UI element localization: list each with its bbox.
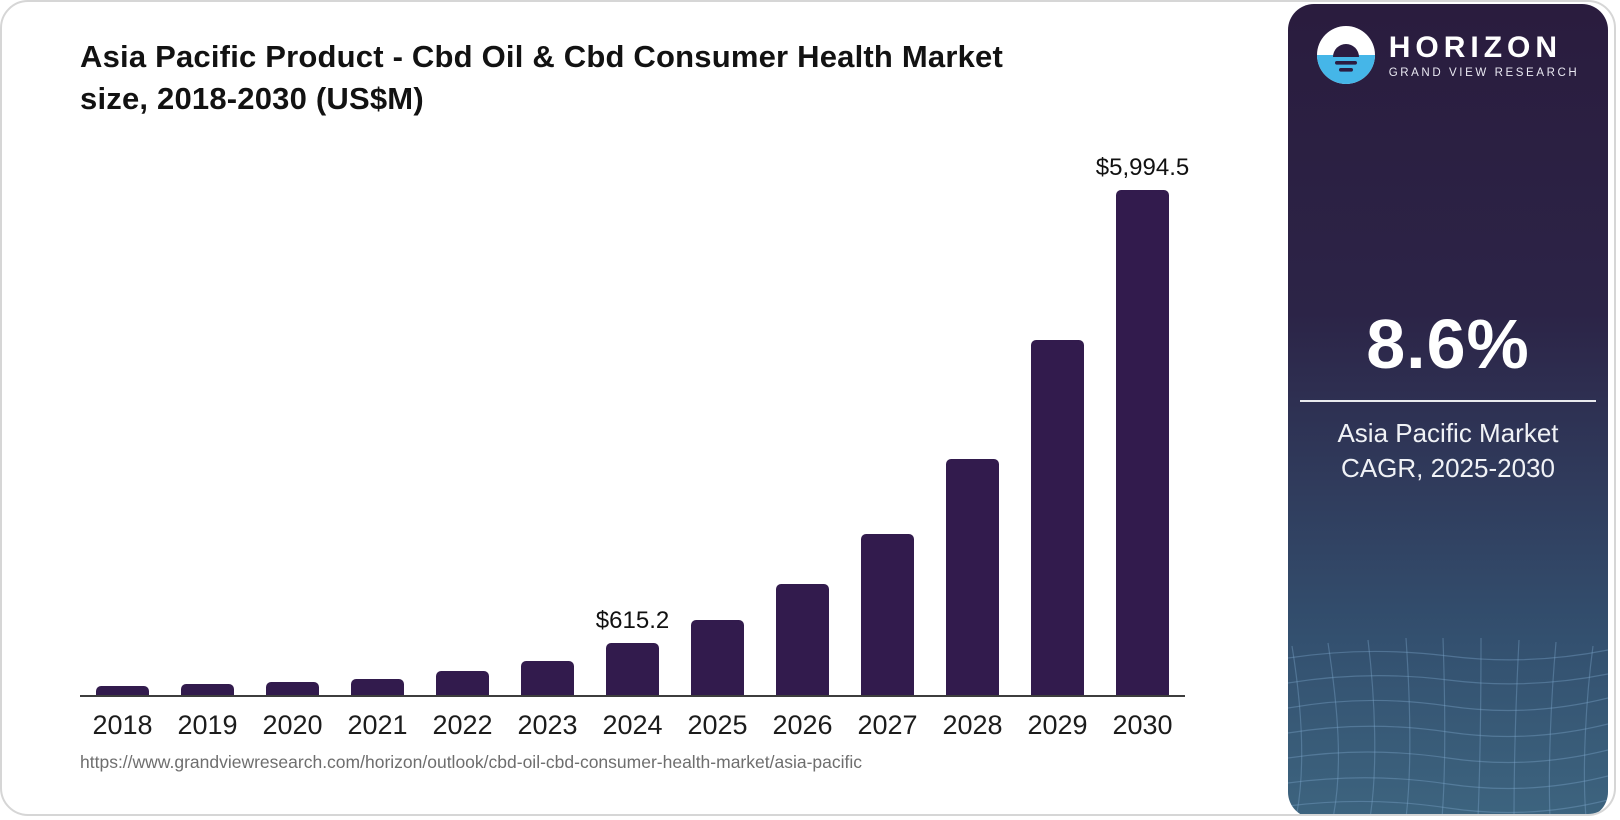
- wireframe-mesh-decoration: [1288, 637, 1608, 814]
- x-label-2025: 2025: [687, 710, 748, 740]
- cagr-caption-line-2: CAGR, 2025-2030: [1341, 453, 1555, 483]
- bar-2028: [946, 458, 999, 695]
- horizon-logo: HORIZON GRAND VIEW RESEARCH: [1288, 26, 1608, 84]
- chart-column-2021: [335, 678, 420, 695]
- x-label-2027: 2027: [857, 710, 918, 740]
- chart-column-2026: [760, 583, 845, 695]
- chart-column-2029: [1015, 340, 1100, 695]
- brand-name: HORIZON: [1388, 30, 1563, 64]
- bar-2023: [521, 660, 574, 695]
- bar-2022: [436, 670, 489, 695]
- chart-column-2019: [165, 683, 250, 695]
- bar-2021: [351, 678, 404, 695]
- bar-2027: [861, 533, 914, 695]
- title-line-2: size, 2018-2030 (US$M): [80, 81, 424, 116]
- x-label-2024: 2024: [602, 710, 663, 740]
- logo-text: HORIZON GRAND VIEW RESEARCH: [1388, 30, 1580, 79]
- divider: [1300, 400, 1596, 402]
- bar-chart: $615.2 $5,994.5 2018 2019 2020 2021 2022 2023 2…: [80, 154, 1189, 762]
- chart-column-2020: [250, 681, 335, 695]
- bar-2030: [1116, 190, 1169, 695]
- value-label-2030: $5,994.5: [1095, 154, 1190, 181]
- horizon-logo-icon: [1316, 26, 1375, 84]
- brand-subtitle: GRAND VIEW RESEARCH: [1388, 66, 1580, 79]
- chart-column-2024: $615.2: [590, 607, 675, 695]
- chart-column-2022: [420, 670, 505, 695]
- chart-column-2027: [845, 533, 930, 695]
- cagr-caption-line-1: Asia Pacific Market: [1337, 418, 1559, 448]
- value-label-2024: $615.2: [595, 607, 670, 635]
- cagr-stat: 8.6% Asia Pacific Market CAGR, 2025-2030: [1288, 304, 1608, 486]
- bar-2020: [266, 681, 319, 695]
- bar-2025: [691, 620, 744, 695]
- x-label-2021: 2021: [347, 710, 408, 740]
- cagr-caption: Asia Pacific Market CAGR, 2025-2030: [1288, 416, 1608, 486]
- x-label-2020: 2020: [262, 710, 323, 740]
- x-label-2028: 2028: [942, 710, 1003, 740]
- chart-column-2028: [930, 458, 1015, 695]
- cagr-value: 8.6%: [1366, 305, 1530, 383]
- x-label-2029: 2029: [1027, 710, 1088, 740]
- bar-2019: [181, 683, 234, 695]
- bar-2018: [96, 685, 149, 695]
- chart-column-2023: [505, 660, 590, 695]
- bar-2024: [606, 643, 659, 695]
- chart-column-2030: $5,994.5: [1096, 154, 1189, 695]
- bar-2029: [1031, 340, 1084, 695]
- x-label-2026: 2026: [772, 710, 833, 740]
- chart-column-2018: [80, 685, 165, 695]
- x-axis-labels: 2018 2019 2020 2021 2022 2023 2024 2025 2026 2027…: [80, 710, 1185, 741]
- title-line-1: Asia Pacific Product - Cbd Oil & Cbd Con…: [80, 39, 1004, 74]
- x-label-2018: 2018: [92, 710, 153, 740]
- chart-column-2025: [675, 620, 760, 695]
- bar-2026: [776, 583, 829, 695]
- x-label-2019: 2019: [177, 710, 238, 740]
- page-title: Asia Pacific Product - Cbd Oil & Cbd Con…: [80, 36, 1180, 120]
- x-label-2023: 2023: [517, 710, 578, 740]
- source-url: https://www.grandviewresearch.com/horizo…: [80, 752, 862, 772]
- x-label-2022: 2022: [432, 710, 493, 740]
- sidebar: HORIZON GRAND VIEW RESEARCH 8.6% Asia Pa…: [1288, 4, 1608, 814]
- bars-area: $615.2 $5,994.5: [80, 154, 1189, 697]
- x-label-2030: 2030: [1112, 710, 1173, 740]
